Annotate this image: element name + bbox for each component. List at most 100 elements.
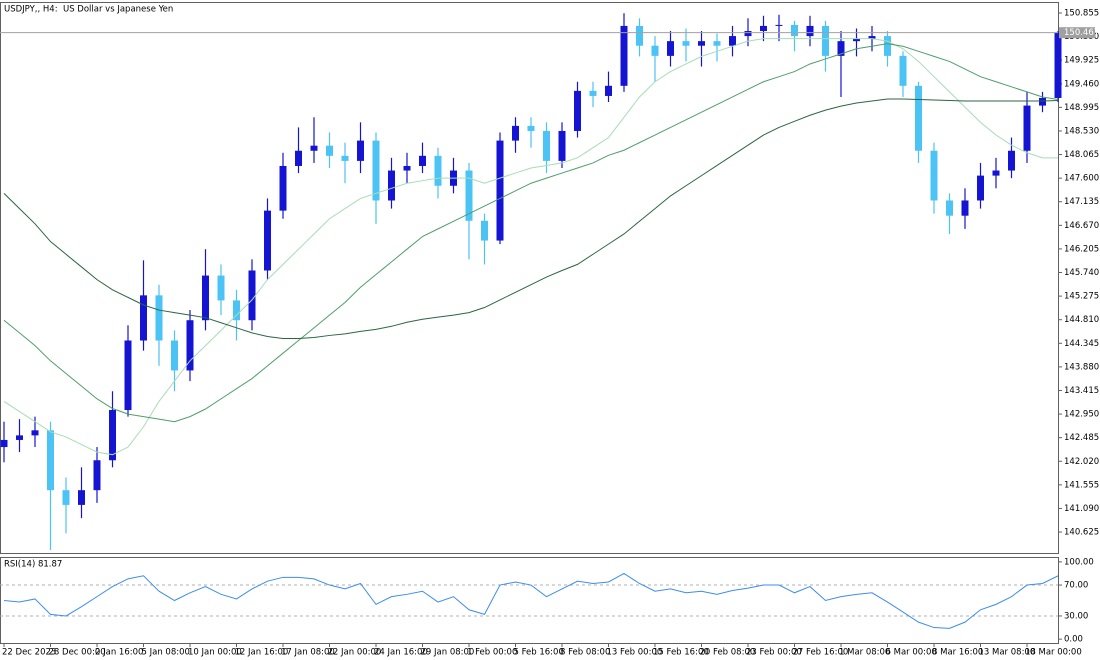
y-tick-label: 141.090 — [1064, 504, 1099, 514]
candle-body — [636, 25, 643, 46]
candle-body — [481, 220, 488, 241]
candle-body — [853, 38, 860, 42]
candle-body — [620, 25, 628, 86]
candle-body — [992, 170, 1000, 176]
x-tick-label: 29 Jan 08:00 — [421, 648, 475, 658]
x-tick-label: 1 Mar 08:00 — [839, 648, 890, 658]
candle-body — [217, 275, 225, 301]
y-tick-label: 142.020 — [1064, 457, 1099, 467]
moving-average — [3, 43, 1059, 423]
candle-body — [31, 430, 39, 436]
candle-body — [465, 170, 473, 221]
x-tick-label: 20 Feb 08:00 — [700, 648, 756, 658]
candle-body — [682, 41, 690, 46]
candle-body — [310, 145, 318, 151]
candle-body — [713, 41, 721, 46]
candle-body — [837, 41, 845, 56]
candle-body — [574, 90, 581, 131]
x-tick-label: 10 Jan 00:00 — [188, 648, 242, 658]
x-tick-label: 5 Feb 16:00 — [514, 648, 564, 658]
y-tick-label: 150.855 — [1064, 8, 1099, 18]
candle-body — [543, 130, 550, 161]
y-tick-label: 147.135 — [1064, 197, 1099, 207]
candle-body — [388, 170, 395, 201]
y-tick-label: 142.485 — [1064, 433, 1099, 443]
candle-body — [527, 125, 535, 131]
y-tick-label: 0.00 — [1064, 635, 1083, 645]
candle-body — [496, 140, 504, 241]
y-tick-label: 142.950 — [1064, 410, 1099, 420]
candle-body — [651, 45, 659, 56]
candle-body — [341, 155, 349, 161]
x-tick-label: 24 Jan 16:00 — [374, 648, 428, 658]
candle-body — [868, 36, 876, 39]
y-tick-label: 148.065 — [1064, 150, 1099, 160]
candle-body — [202, 275, 209, 321]
y-tick-label: 143.415 — [1064, 386, 1099, 396]
x-tick-label: 23 Feb 00:00 — [746, 648, 802, 658]
y-tick-label: 144.810 — [1064, 315, 1099, 325]
candle-body — [806, 25, 814, 37]
y-tick-label: 148.530 — [1064, 126, 1099, 136]
candle-body — [1008, 150, 1015, 171]
candle-body — [930, 150, 938, 201]
x-tick-label: 6 Mar 00:00 — [886, 648, 937, 658]
candle-body — [961, 200, 969, 216]
chart-title: USDJPY,, H4: US Dollar vs Japanese Yen — [4, 5, 173, 15]
candle-body — [605, 85, 612, 96]
candle-body — [512, 125, 519, 141]
x-tick-label: 2 Jan 16:00 — [95, 648, 143, 658]
candle-body — [760, 25, 767, 32]
candle-body — [47, 430, 54, 491]
y-tick-label: 148.995 — [1064, 103, 1099, 113]
candle-body — [822, 25, 829, 56]
x-tick-label: 8 Mar 16:00 — [932, 648, 983, 658]
candle-body — [977, 175, 984, 201]
x-tick-label: 5 Jan 08:00 — [142, 648, 190, 658]
x-tick-label: 18 Mar 00:00 — [1025, 648, 1082, 658]
y-tick-label: 70.00 — [1064, 581, 1088, 591]
candle-body — [946, 200, 953, 216]
candle-body — [791, 24, 798, 37]
candle-body — [171, 340, 178, 371]
candle-body — [93, 460, 101, 491]
rsi-panel — [0, 557, 1059, 644]
last-price-box — [1059, 27, 1095, 39]
price-panel — [0, 2, 1059, 554]
x-tick-label: 13 Mar 08:00 — [979, 648, 1036, 658]
rsi-line — [3, 572, 1059, 629]
candle-body — [403, 165, 411, 171]
x-tick-label: 13 Feb 00:00 — [607, 648, 663, 658]
y-tick-label: 146.670 — [1064, 221, 1099, 231]
candle-body — [1039, 97, 1046, 106]
x-tick-label: 12 Jan 16:00 — [235, 648, 289, 658]
candle-body — [1054, 32, 1062, 98]
last-price-label: 150.467 — [1064, 28, 1099, 38]
candle-body — [155, 295, 163, 341]
x-tick-label: 1 Feb 00:00 — [467, 648, 517, 658]
candle-body — [357, 140, 364, 161]
candle-body — [744, 31, 752, 37]
x-tick-label: 17 Jan 08:00 — [281, 648, 335, 658]
candle-body — [899, 55, 907, 86]
candle-body — [0, 439, 8, 448]
x-tick-label: 28 Dec 00:00 — [49, 648, 106, 658]
candle-body — [62, 490, 70, 505]
y-tick-label: 149.460 — [1064, 79, 1099, 89]
x-tick-label: 27 Feb 16:00 — [793, 648, 849, 658]
candle-body — [186, 320, 194, 371]
candle-body — [698, 41, 705, 46]
candle-body — [775, 24, 783, 26]
candle-body — [279, 165, 287, 211]
candle-body — [16, 435, 23, 440]
x-tick-label: 22 Dec 2023 — [2, 648, 56, 658]
candle-body — [884, 36, 891, 56]
y-tick-label: 145.275 — [1064, 292, 1099, 302]
candle-body — [729, 36, 736, 46]
y-tick-label: 147.600 — [1064, 174, 1099, 184]
candle-body — [419, 155, 426, 166]
candle-body — [915, 85, 922, 151]
y-tick-label: 141.555 — [1064, 480, 1099, 490]
y-tick-label: 30.00 — [1064, 611, 1088, 621]
